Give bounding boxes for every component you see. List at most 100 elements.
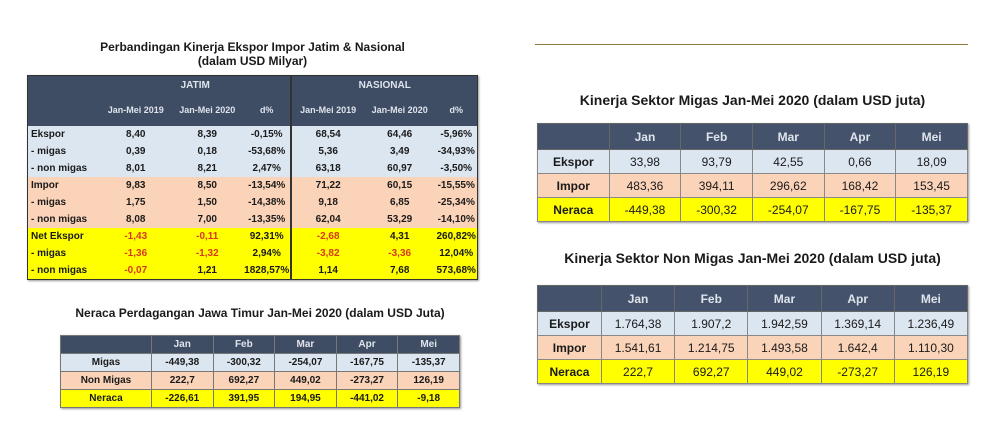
cell: -449,38 (608, 197, 682, 222)
month-header: Jan (608, 123, 682, 150)
column-header: Jan-Mei 2019 (290, 94, 364, 126)
cell: 71,22 (290, 177, 364, 194)
row-label: - migas (31, 146, 67, 157)
month-header: Mei (893, 285, 969, 312)
cell: 2,47% (252, 163, 281, 174)
cell: -1,43 (124, 231, 148, 242)
cell: 1.236,49 (893, 311, 969, 336)
month-header: Feb (680, 123, 753, 150)
row-label: Ekspor (537, 311, 602, 336)
cell: 692,27 (212, 371, 276, 390)
table-row: - migas 0,39 0,18 -53,68% 5,36 3,49 -34,93% (27, 143, 478, 160)
month-header: Feb (674, 285, 749, 312)
table-row: Neraca -226,61 391,95 194,95 -441,02 -9,18 (60, 389, 460, 408)
month-header: Mar (751, 123, 825, 150)
cell: 4,31 (389, 231, 410, 242)
cell: -0,07 (124, 265, 148, 276)
cell: 1.642,4 (820, 335, 895, 360)
cell: 8,08 (126, 214, 146, 225)
table-row: - migas -1,36 -1,32 2,94% -3,82 -3,36 12,04% (27, 245, 478, 262)
cell: 60,97 (387, 163, 413, 174)
table-row: Ekspor 8,40 8,39 -0,15% 68,54 64,46 -5,96% (27, 126, 478, 143)
neraca-table: Jan Feb Mar Apr Mei Migas -449,38 -300,32 -254,0… (60, 335, 460, 408)
cell: -2,68 (290, 228, 364, 245)
table-row: - non migas 8,01 8,21 2,47% 63,18 60,97 -3,50% (27, 160, 478, 177)
cell: -273,27 (335, 371, 399, 390)
cell: -300,32 (680, 197, 753, 222)
cell: 8,01 (126, 163, 146, 174)
cell: 391,95 (212, 389, 276, 408)
row-label: - non migas (31, 265, 88, 276)
table-row: Impor 483,36 394,11 296,62 168,42 153,45 (537, 173, 968, 198)
cell: 6,85 (389, 197, 410, 208)
cell: -1,36 (124, 248, 148, 259)
month-header: Jan (600, 285, 676, 312)
row-label: - non migas (31, 214, 88, 225)
month-header: Mar (747, 285, 822, 312)
table-row: Ekspor 1.764,38 1.907,2 1.942,59 1.369,14 1.2… (537, 311, 969, 336)
cell: -1,32 (195, 248, 219, 259)
row-label: Neraca (537, 197, 610, 222)
cell: 0,66 (823, 149, 897, 174)
cell: 93,79 (680, 149, 753, 174)
cell: -254,07 (751, 197, 825, 222)
cell: 126,19 (893, 359, 969, 384)
table-row: Migas -449,38 -300,32 -254,07 -167,75 -135,37 (60, 353, 460, 372)
cell: 153,45 (895, 173, 968, 198)
cell: 1.493,58 (747, 335, 822, 360)
left-title: Perbandingan Kinerja Ekspor Impor Jatim … (100, 40, 405, 68)
cell: -53,68% (248, 146, 286, 157)
column-header: Jan-Mei 2019 (100, 94, 172, 126)
cell: -34,93% (437, 146, 475, 157)
cell: 1,75 (126, 197, 146, 208)
column-header: Jan-Mei 2020 (363, 94, 436, 126)
table-row: Impor 1.541,61 1.214,75 1.493,58 1.642,4 1.11… (537, 335, 969, 360)
cell: 9,18 (290, 194, 364, 211)
group-nasional: NASIONAL (290, 75, 478, 94)
table-row: - migas 1,75 1,50 -14,38% 9,18 6,85 -25,34% (27, 194, 478, 211)
row-label: - non migas (31, 163, 88, 174)
cell: 394,11 (680, 173, 753, 198)
cell: 92,31% (249, 231, 284, 242)
cell: 1.214,75 (674, 335, 749, 360)
cell: -167,75 (823, 197, 897, 222)
cell: 222,7 (600, 359, 676, 384)
row-label: Ekspor (537, 149, 610, 174)
cell: 260,82% (436, 231, 476, 242)
cell: -300,32 (212, 353, 276, 372)
cell: 0,18 (197, 146, 217, 157)
cell: 1.369,14 (820, 311, 895, 336)
cell: -14,10% (437, 214, 475, 225)
row-label: - migas (31, 248, 67, 259)
cell: 194,95 (274, 389, 337, 408)
column-header: d% (243, 94, 292, 126)
cell: 42,55 (751, 149, 825, 174)
divider (535, 44, 968, 45)
row-label: Non Migas (60, 371, 152, 390)
cell: 1,14 (290, 262, 364, 280)
row-label: Impor (537, 335, 602, 360)
cell: 692,27 (674, 359, 749, 384)
neraca-title: Neraca Perdagangan Jawa Timur Jan-Mei 20… (75, 306, 445, 320)
cell: 7,00 (197, 214, 217, 225)
cell: 1.110,30 (893, 335, 969, 360)
table-row: Impor 9,83 8,50 -13,54% 71,22 60,15 -15,55% (27, 177, 478, 194)
cell: 1.764,38 (600, 311, 676, 336)
jatim-nasional-table: JATIM NASIONAL Jan-Mei 2019 Jan-Mei 2020 d… (27, 75, 478, 280)
row-label: Net Ekspor (31, 231, 84, 242)
cell: -5,96% (440, 129, 473, 140)
cell: -0,15% (250, 129, 283, 140)
cell: 1,21 (197, 265, 217, 276)
cell: 64,46 (387, 129, 413, 140)
cell: 449,02 (274, 371, 337, 390)
cell: 1,50 (197, 197, 217, 208)
month-header: Jan (150, 335, 214, 354)
cell: 2,94% (252, 248, 281, 259)
cell: 483,36 (608, 173, 682, 198)
cell: 12,04% (439, 248, 474, 259)
nonmigas-table: Jan Feb Mar Apr Mei Ekspor 1.764,38 1.907,2 1.94… (537, 285, 969, 384)
group-jatim: JATIM (100, 75, 292, 94)
cell: 1.541,61 (600, 335, 676, 360)
cell: 8,39 (197, 129, 217, 140)
table-row: Neraca -449,38 -300,32 -254,07 -167,75 -135,3… (537, 197, 968, 222)
